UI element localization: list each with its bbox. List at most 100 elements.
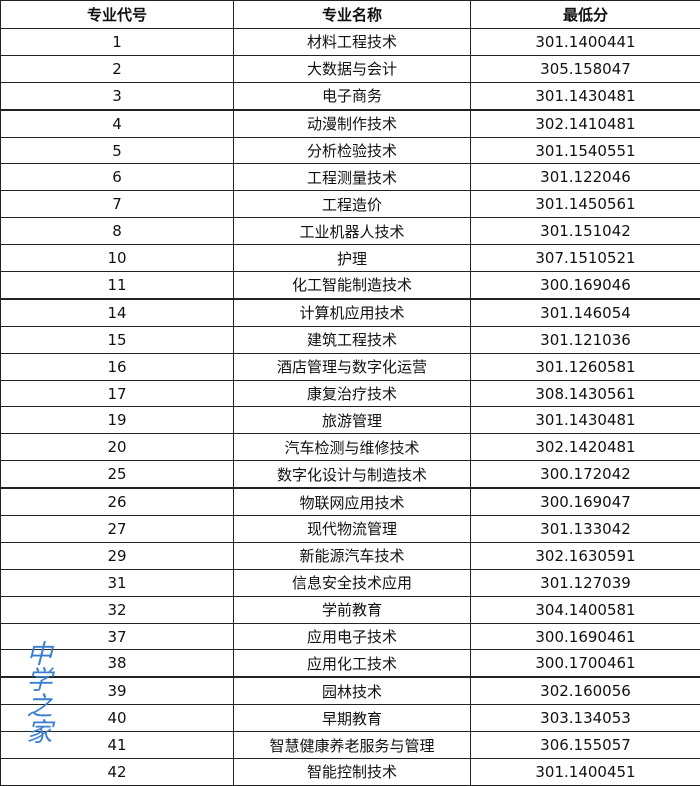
cell-major-name: 智能控制技术 [234, 759, 471, 786]
cell-major-name: 汽车检测与维修技术 [234, 434, 471, 461]
cell-min-score: 301.121036 [471, 326, 700, 353]
cell-major-code: 39 [1, 677, 234, 704]
cell-major-name: 应用化工技术 [234, 650, 471, 677]
cell-major-code: 41 [1, 732, 234, 759]
cell-major-code: 1 [1, 29, 234, 56]
cell-min-score: 300.169047 [471, 488, 700, 515]
cell-min-score: 301.127039 [471, 569, 700, 596]
cell-major-name: 工程造价 [234, 191, 471, 218]
cell-major-name: 电子商务 [234, 82, 471, 109]
cell-major-code: 10 [1, 245, 234, 272]
cell-major-name: 现代物流管理 [234, 516, 471, 543]
cell-major-name: 早期教育 [234, 705, 471, 732]
cell-major-code: 29 [1, 542, 234, 569]
cell-min-score: 301.1540551 [471, 137, 700, 164]
cell-major-name: 化工智能制造技术 [234, 272, 471, 299]
cell-major-code: 8 [1, 218, 234, 245]
cell-major-code: 32 [1, 596, 234, 623]
cell-min-score: 301.133042 [471, 516, 700, 543]
cell-major-name: 智慧健康养老服务与管理 [234, 732, 471, 759]
cell-min-score: 304.1400581 [471, 596, 700, 623]
cell-major-name: 物联网应用技术 [234, 488, 471, 515]
cell-major-code: 2 [1, 55, 234, 82]
cell-major-name: 计算机应用技术 [234, 299, 471, 326]
header-major-name: 专业名称 [234, 1, 471, 29]
cell-min-score: 301.1400441 [471, 29, 700, 56]
cell-min-score: 300.1690461 [471, 623, 700, 650]
cell-major-name: 数字化设计与制造技术 [234, 461, 471, 488]
cell-major-name: 园林技术 [234, 677, 471, 704]
cell-min-score: 301.1430481 [471, 407, 700, 434]
cell-major-name: 分析检验技术 [234, 137, 471, 164]
cell-min-score: 300.169046 [471, 272, 700, 299]
cell-major-code: 14 [1, 299, 234, 326]
cell-major-code: 27 [1, 516, 234, 543]
cell-min-score: 301.122046 [471, 164, 700, 191]
cell-major-code: 31 [1, 569, 234, 596]
cell-min-score: 306.155057 [471, 732, 700, 759]
cell-major-name: 酒店管理与数字化运营 [234, 353, 471, 380]
cell-major-name: 工业机器人技术 [234, 218, 471, 245]
cell-major-name: 大数据与会计 [234, 55, 471, 82]
cell-major-name: 护理 [234, 245, 471, 272]
cell-min-score: 302.1630591 [471, 542, 700, 569]
header-row: 专业代号 专业名称 最低分 [1, 1, 700, 29]
cell-major-code: 37 [1, 623, 234, 650]
cell-min-score: 302.160056 [471, 677, 700, 704]
cell-major-name: 材料工程技术 [234, 29, 471, 56]
cell-major-name: 新能源汽车技术 [234, 542, 471, 569]
cell-major-code: 11 [1, 272, 234, 299]
header-min-score: 最低分 [471, 1, 700, 29]
cell-major-code: 15 [1, 326, 234, 353]
cell-min-score: 300.172042 [471, 461, 700, 488]
cell-major-name: 工程测量技术 [234, 164, 471, 191]
cell-min-score: 301.1260581 [471, 353, 700, 380]
cell-min-score: 307.1510521 [471, 245, 700, 272]
cell-major-code: 20 [1, 434, 234, 461]
cell-major-code: 4 [1, 110, 234, 137]
cell-min-score: 305.158047 [471, 55, 700, 82]
cell-major-code: 7 [1, 191, 234, 218]
cell-major-name: 动漫制作技术 [234, 110, 471, 137]
cell-major-code: 19 [1, 407, 234, 434]
cell-major-code: 38 [1, 650, 234, 677]
cell-min-score: 301.146054 [471, 299, 700, 326]
cell-major-code: 16 [1, 353, 234, 380]
cell-major-code: 26 [1, 488, 234, 515]
cell-major-name: 信息安全技术应用 [234, 569, 471, 596]
cell-min-score: 300.1700461 [471, 650, 700, 677]
cell-major-code: 6 [1, 164, 234, 191]
cell-major-name: 旅游管理 [234, 407, 471, 434]
cell-major-name: 建筑工程技术 [234, 326, 471, 353]
cell-major-code: 17 [1, 380, 234, 407]
cell-min-score: 301.1430481 [471, 82, 700, 109]
cell-min-score: 301.1400451 [471, 759, 700, 786]
